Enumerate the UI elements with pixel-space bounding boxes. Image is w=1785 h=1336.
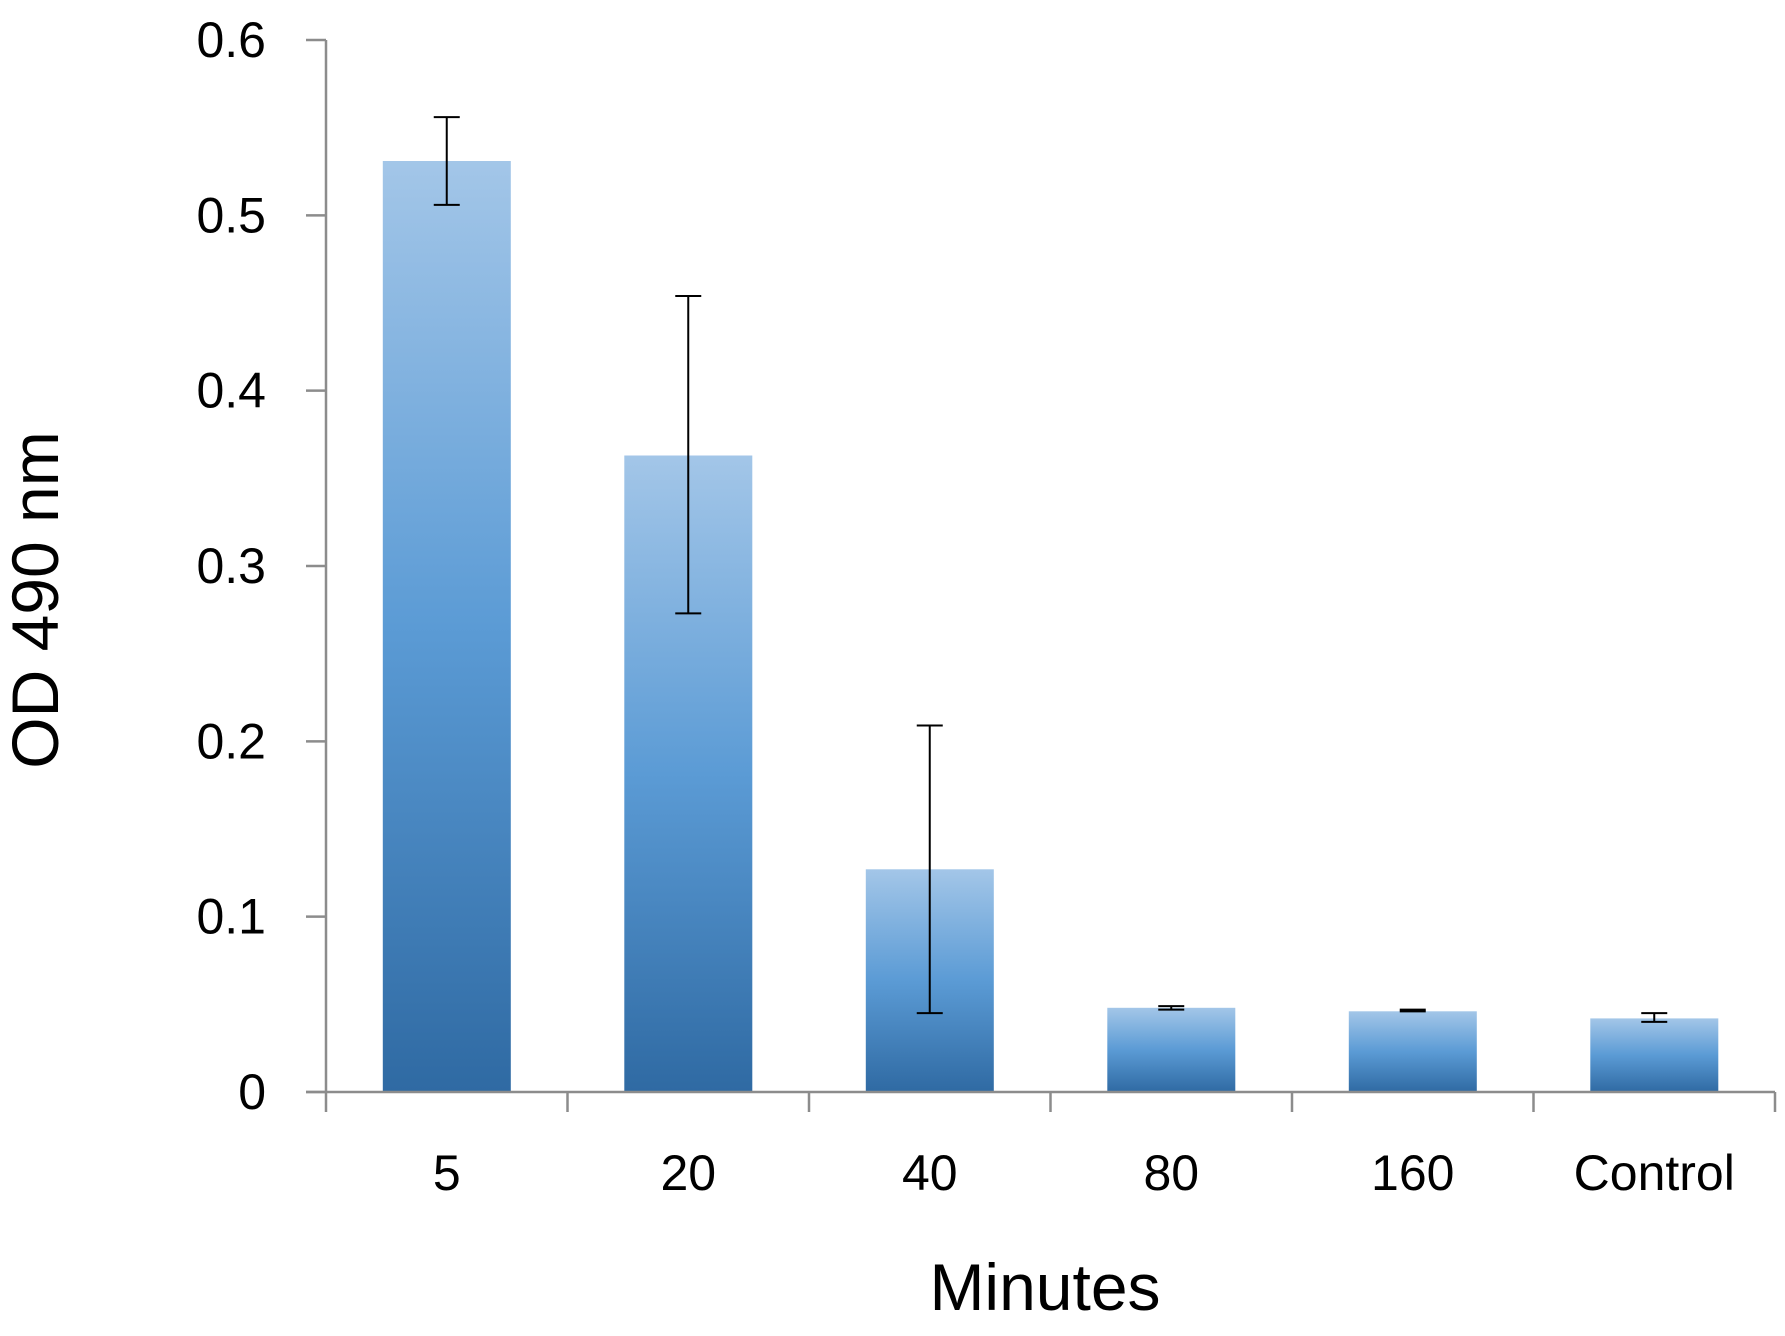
error-bars: [433, 116, 1668, 1023]
y-tick-labels: 0 0.1 0.2 0.3 0.4 0.5 0.6: [196, 12, 266, 1120]
error-bar-control: [1641, 1012, 1668, 1023]
error-bar-5: [433, 116, 460, 206]
bar-80: [1107, 1007, 1236, 1092]
bar-160: [1348, 1011, 1477, 1092]
x-tick-label: 160: [1371, 1145, 1454, 1201]
y-tick-label: 0.5: [196, 187, 266, 243]
x-tick-label: Control: [1574, 1145, 1735, 1201]
y-tick-label: 0.4: [196, 363, 266, 419]
error-bar-80: [1158, 1005, 1185, 1011]
bar-5: [382, 161, 511, 1092]
error-bar-160: [1399, 1008, 1426, 1013]
error-bar-40: [916, 724, 943, 1015]
y-tick-label: 0.2: [196, 713, 266, 769]
y-axis-title: OD 490 nm: [0, 431, 72, 768]
x-tick-label: 40: [902, 1145, 958, 1201]
y-tick-label: 0.6: [196, 12, 266, 68]
y-tick-label: 0.3: [196, 538, 266, 594]
x-tick-label: 80: [1143, 1145, 1199, 1201]
y-tick-label: 0.1: [196, 889, 266, 945]
x-tick-labels: 5 20 40 80 160 Control: [433, 1145, 1735, 1201]
axes: [306, 38, 1777, 1112]
y-tick-label: 0: [238, 1064, 266, 1120]
error-bar-20: [675, 294, 702, 615]
bars: [382, 161, 1719, 1092]
x-axis-title: Minutes: [929, 1250, 1160, 1324]
x-tick-label: 20: [660, 1145, 716, 1201]
x-tick-label: 5: [433, 1145, 461, 1201]
bar-control: [1590, 1018, 1719, 1092]
